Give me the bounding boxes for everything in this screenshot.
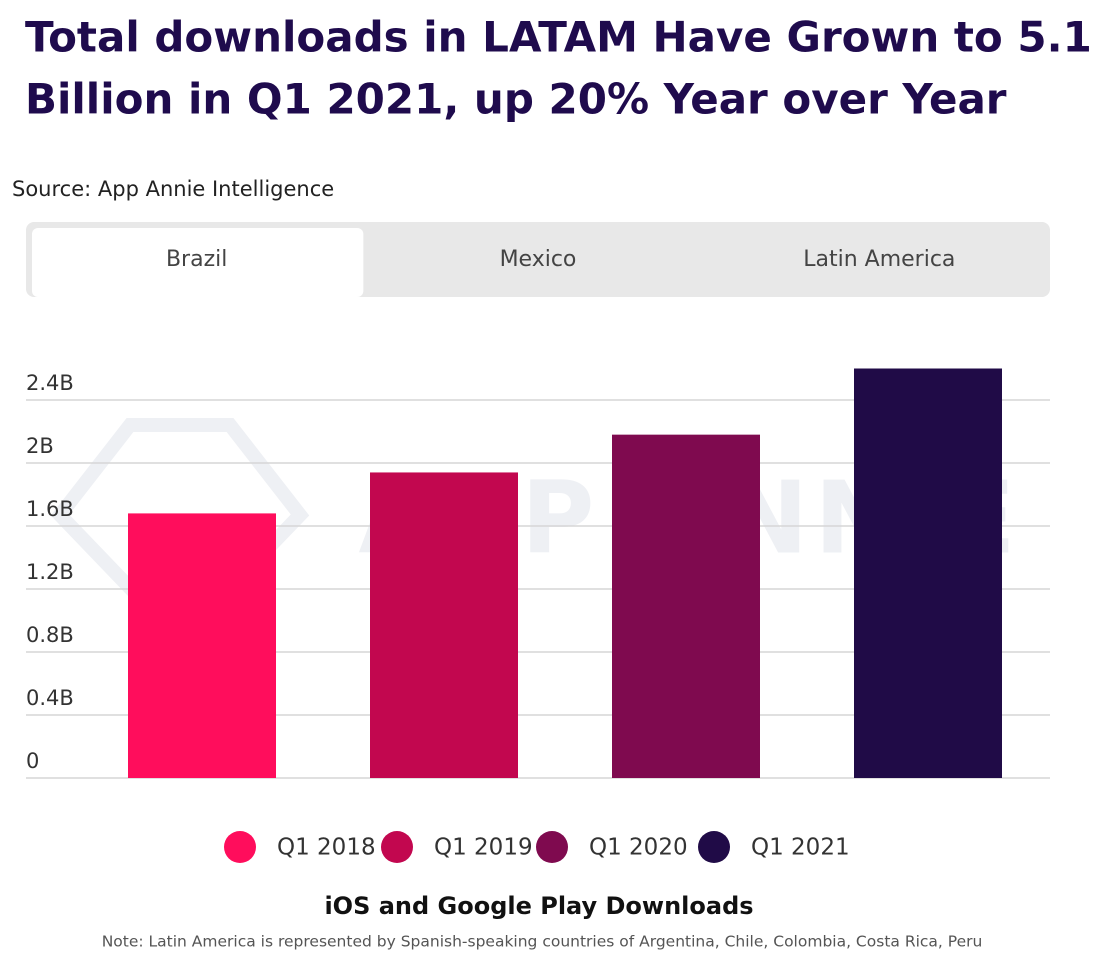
y-tick-label: 0: [26, 749, 39, 773]
x-axis-label: iOS and Google Play Downloads: [324, 892, 753, 920]
bar: [370, 472, 518, 778]
y-tick-label: 0.4B: [26, 686, 74, 710]
legend-swatch: [381, 831, 413, 863]
y-tick-label: 2.4B: [26, 371, 74, 395]
source: Source: App Annie Intelligence: [12, 177, 334, 201]
tab-label[interactable]: Brazil: [166, 247, 227, 272]
legend-label: Q1 2019: [434, 835, 533, 861]
legend-label: Q1 2020: [589, 835, 688, 861]
bar: [612, 434, 760, 778]
bar: [128, 513, 276, 778]
chart-title: Billion in Q1 2021, up 20% Year over Yea…: [25, 75, 1007, 124]
y-tick-label: 1.2B: [26, 560, 74, 584]
tab-label[interactable]: Latin America: [803, 247, 955, 272]
legend-swatch: [224, 831, 256, 863]
tab-label[interactable]: Mexico: [500, 247, 577, 272]
legend-swatch: [698, 831, 730, 863]
y-tick-label: 1.6B: [26, 497, 74, 521]
active-tab: [32, 228, 364, 297]
note: Note: Latin America is represented by Sp…: [102, 933, 983, 951]
legend-swatch: [536, 831, 568, 863]
legend-label: Q1 2018: [277, 835, 376, 861]
y-tick-label: 0.8B: [26, 623, 74, 647]
bar: [854, 368, 1002, 778]
chart-title: Total downloads in LATAM Have Grown to 5…: [25, 13, 1092, 62]
y-tick-label: 2B: [26, 434, 54, 458]
legend-label: Q1 2021: [751, 835, 850, 861]
